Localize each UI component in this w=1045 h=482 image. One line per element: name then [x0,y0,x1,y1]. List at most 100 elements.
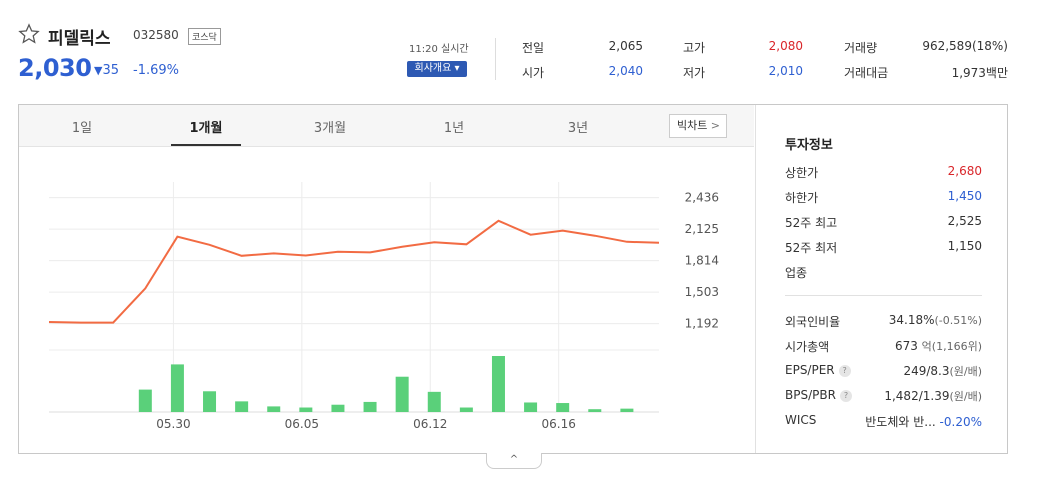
divider [495,38,496,80]
current-price: 2,030 [18,54,92,82]
week52-low-label: 52주 최저 [785,241,838,255]
foreign-ratio-value: 34.18% [888,313,935,327]
tab-3year[interactable]: 3년 [567,121,589,136]
tab-1year[interactable]: 1년 [443,121,465,136]
volume-bar [620,408,634,412]
volume-bar [299,407,313,412]
week52-low-row: 52주 최저 1,150 [785,239,982,255]
market-cap-value: 673 [894,339,918,353]
lower-limit-label: 하한가 [785,191,819,205]
market-cap-row: 시가총액 673 억(1,166위) [785,338,982,354]
week52-high-row: 52주 최고 2,525 [785,214,982,230]
active-tab-underline [171,144,241,146]
eps-per-label: EPS/PER [785,363,835,377]
volume-bar [556,403,570,412]
week52-high-value: 2,525 [947,214,982,228]
y-tick-label: 1,192 [685,317,719,331]
volume-bar [459,407,473,412]
wics-label: WICS [785,413,817,427]
week52-high-label: 52주 최고 [785,216,838,230]
chevron-right-icon: > [710,119,720,132]
wics-change: -0.20% [939,415,982,429]
eps-per-value: 249/8.3 [903,364,950,378]
volume-bar [524,402,538,412]
bps-pbr-label: BPS/PBR [785,388,836,402]
quote-label-high: 고가 [683,41,706,55]
quote-value-open: 2,040 [608,64,643,78]
x-tick-label: 06.05 [285,417,319,431]
stock-header: 피델릭스 032580 코스닥 2,030 ▼35 -1.69% 11:20 실… [18,22,1018,92]
volume-bar [427,391,441,412]
y-tick-label: 2,125 [685,222,719,236]
x-tick-label: 06.16 [542,417,576,431]
quote-label-low: 저가 [683,66,706,80]
price-line [48,219,660,324]
stock-code: 032580 [133,28,179,42]
foreign-ratio-label: 외국인비율 [785,315,841,329]
help-icon[interactable]: ? [839,390,852,402]
upper-limit-label: 상한가 [785,166,819,180]
invest-title: 투자정보 [785,138,833,153]
quote-value-prev: 2,065 [608,39,643,53]
volume-bar [491,356,505,412]
quote-value-amount: 1,973백만 [951,66,1008,80]
divider [785,295,982,296]
bps-pbr-value: 1,482/1.39 [884,389,950,403]
foreign-ratio-row: 외국인비율 34.18%(-0.51%) [785,313,982,329]
eps-per-row: EPS/PER? 249/8.3(원/배) [785,363,982,379]
sector-row: 업종 [785,264,982,280]
y-tick-label: 1,503 [685,285,719,299]
stock-name: 피델릭스 [48,29,111,49]
quote-label-amount: 거래대금 [844,66,889,80]
y-tick-label: 2,436 [685,191,719,205]
price-change: ▼35 [94,63,119,78]
help-icon[interactable]: ? [838,365,851,377]
market-badge: 코스닥 [188,28,221,45]
market-cap-label: 시가총액 [785,340,830,354]
tab-1day[interactable]: 1일 [71,121,93,136]
lower-limit-row: 하한가 1,450 [785,189,982,205]
x-tick-label: 06.12 [413,417,447,431]
big-chart-button[interactable]: 빅차트 > [669,114,727,138]
wics-row: WICS 반도체와 반... -0.20% [785,413,982,429]
volume-bar [588,409,602,412]
star-icon[interactable] [18,23,40,45]
period-tabs: 1일 1개월 3개월 1년 3년 빅차트 > [19,105,754,147]
quote-label-volume: 거래량 [844,41,878,55]
wics-value[interactable]: 반도체와 반... [865,415,936,429]
quote-label-prev: 전일 [522,41,545,55]
quote-value-volume: 962,589(18%) [922,39,1008,53]
volume-bar [138,389,152,412]
realtime-label: 11:20 실시간 [409,44,469,55]
volume-bar [363,401,377,412]
foreign-ratio-change: (-0.51%) [934,314,983,327]
eps-per-unit: (원/배) [949,365,982,378]
price-chart: 2,436 2,125 1,814 1,503 1,192 05.30 06.05 06.12… [48,182,719,431]
big-chart-label: 빅차트 [677,119,708,132]
volume-bar [235,401,249,412]
volume-bar [331,404,345,412]
upper-limit-value: 2,680 [947,164,982,178]
volume-bar [267,406,281,412]
lower-limit-value: 1,450 [947,189,982,203]
volume-bar [203,391,217,412]
price-change-pct: -1.69% [133,63,179,78]
collapse-button[interactable]: ^ [486,453,542,469]
volume-bar [395,376,409,412]
chart-panel: 1일 1개월 3개월 1년 3년 빅차트 > 2,436 2,125 1,814 1,5… [18,104,1008,454]
price-change-value: 35 [102,63,120,78]
sector-label: 업종 [785,266,808,280]
tab-3month[interactable]: 3개월 [313,121,347,136]
bps-pbr-unit: (원/배) [949,390,982,403]
quote-label-open: 시가 [522,66,545,80]
upper-limit-row: 상한가 2,680 [785,164,982,180]
x-tick-label: 05.30 [156,417,190,431]
y-tick-label: 1,814 [685,254,719,268]
chevron-up-icon: ^ [509,454,519,465]
week52-low-value: 1,150 [947,239,982,253]
quote-value-high: 2,080 [768,39,803,53]
volume-bar [170,364,184,412]
company-info-button[interactable]: 회사개요 ▾ [407,61,467,77]
down-arrow-icon: ▼ [94,64,103,77]
tab-1month[interactable]: 1개월 [189,121,223,136]
